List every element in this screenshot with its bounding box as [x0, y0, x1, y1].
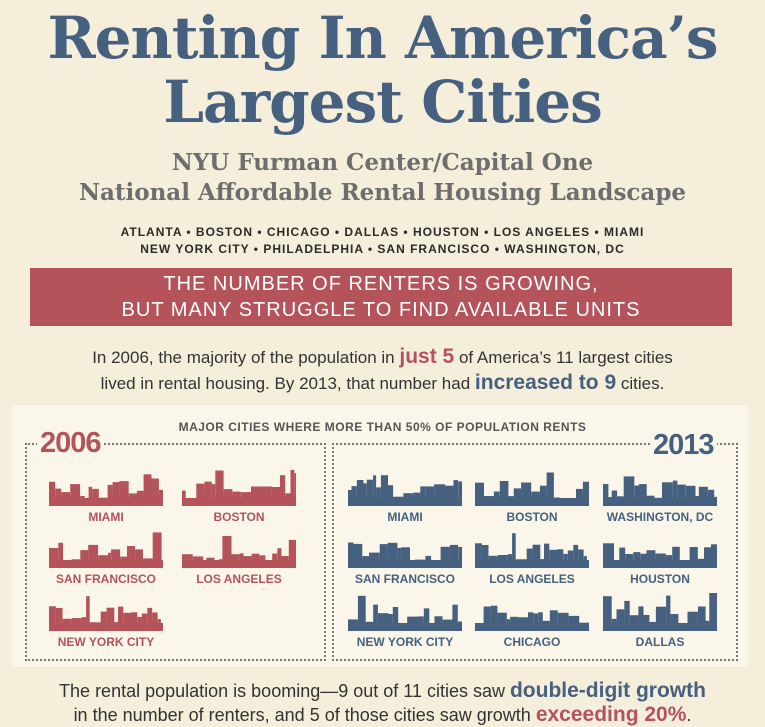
text: lived in rental housing. By 2013, that n…	[100, 374, 475, 393]
city-right: SAN FRANCISCO	[347, 524, 463, 586]
skyline-icon	[182, 536, 296, 568]
skyline-icon	[182, 469, 296, 506]
city-right: LOS ANGELES	[474, 524, 590, 586]
bottom-text: The rental population is booming—9 out o…	[0, 679, 765, 727]
intro-text: In 2006, the majority of the population …	[0, 344, 765, 396]
skyline-icon	[603, 543, 717, 568]
city-label: LOS ANGELES	[196, 572, 282, 586]
city-label: LOS ANGELES	[489, 572, 575, 586]
highlight: exceeding 20%	[535, 703, 687, 726]
skyline-icon	[348, 475, 462, 506]
skyline-icon	[475, 472, 589, 506]
city-label: BOSTON	[506, 510, 558, 524]
box-2006	[25, 443, 326, 661]
cities-list: ATLANTA • BOSTON • CHICAGO • DALLAS • HO…	[0, 224, 765, 258]
city-right: BOSTON	[474, 462, 590, 524]
skyline-icon	[49, 532, 163, 568]
city-label: WASHINGTON, DC	[606, 510, 714, 524]
city-label: NEW YORK CITY	[57, 635, 155, 649]
panel-heading: MAJOR CITIES WHERE MORE THAN 50% OF POPU…	[178, 420, 587, 434]
skyline-icon	[49, 474, 163, 506]
headline-banner: THE NUMBER OF RENTERS IS GROWING, BUT MAN…	[30, 268, 732, 326]
city-label: MIAMI	[387, 510, 423, 524]
title-line: Renting In America’s	[47, 4, 718, 72]
skyline-icon	[348, 542, 462, 568]
subtitle-line: NYU Furman Center/Capital One	[171, 149, 594, 176]
city-left: BOSTON	[181, 462, 297, 524]
banner-line: THE NUMBER OF RENTERS IS GROWING,	[163, 273, 599, 295]
skyline-icon	[348, 595, 462, 631]
city-right: HOUSTON	[602, 524, 718, 586]
page-title: Renting In America’s Largest Cities	[0, 6, 765, 134]
city-right: CHICAGO	[474, 587, 590, 649]
city-left: MIAMI	[48, 462, 164, 524]
subtitle: NYU Furman Center/Capital One National Af…	[0, 148, 765, 208]
skyline-icon	[475, 605, 589, 631]
text: in the number of renters, and 5 of those…	[73, 705, 536, 725]
city-left: NEW YORK CITY	[48, 587, 164, 649]
text: The rental population is booming—9 out o…	[59, 681, 510, 701]
skyline-icon	[475, 533, 589, 568]
city-label: NEW YORK CITY	[356, 635, 454, 649]
cities-line: NEW YORK CITY • PHILADELPHIA • SAN FRANC…	[140, 242, 625, 256]
banner-line: BUT MANY STRUGGLE TO FIND AVAILABLE UNIT…	[121, 299, 641, 321]
skyline-icon	[603, 593, 717, 631]
text: .	[686, 705, 692, 725]
cities-line: ATLANTA • BOSTON • CHICAGO • DALLAS • HO…	[120, 225, 645, 239]
text: In 2006, the majority of the population …	[92, 348, 400, 367]
city-left: SAN FRANCISCO	[48, 524, 164, 586]
city-label: SAN FRANCISCO	[354, 572, 455, 586]
city-right: DALLAS	[602, 587, 718, 649]
box-2013	[332, 443, 738, 661]
highlight: just 5	[399, 345, 455, 368]
city-label: SAN FRANCISCO	[55, 572, 156, 586]
city-right: NEW YORK CITY	[347, 587, 463, 649]
highlight: double-digit growth	[509, 679, 706, 702]
year-2006: 2006	[37, 428, 104, 458]
year-2013: 2013	[650, 430, 717, 460]
city-right: MIAMI	[347, 462, 463, 524]
skyline-icon	[603, 476, 717, 506]
highlight: increased to 9	[474, 371, 617, 394]
subtitle-line: National Affordable Rental Housing Lands…	[78, 179, 687, 206]
skyline-icon	[49, 596, 163, 631]
city-label: CHICAGO	[503, 635, 561, 649]
city-label: HOUSTON	[630, 572, 690, 586]
city-label: DALLAS	[635, 635, 685, 649]
city-label: MIAMI	[88, 510, 124, 524]
title-line: Largest Cities	[163, 68, 603, 136]
city-left: LOS ANGELES	[181, 524, 297, 586]
text: cities.	[616, 374, 665, 393]
city-label: BOSTON	[213, 510, 265, 524]
text: of America’s 11 largest cities	[454, 348, 673, 367]
city-right: WASHINGTON, DC	[602, 462, 718, 524]
